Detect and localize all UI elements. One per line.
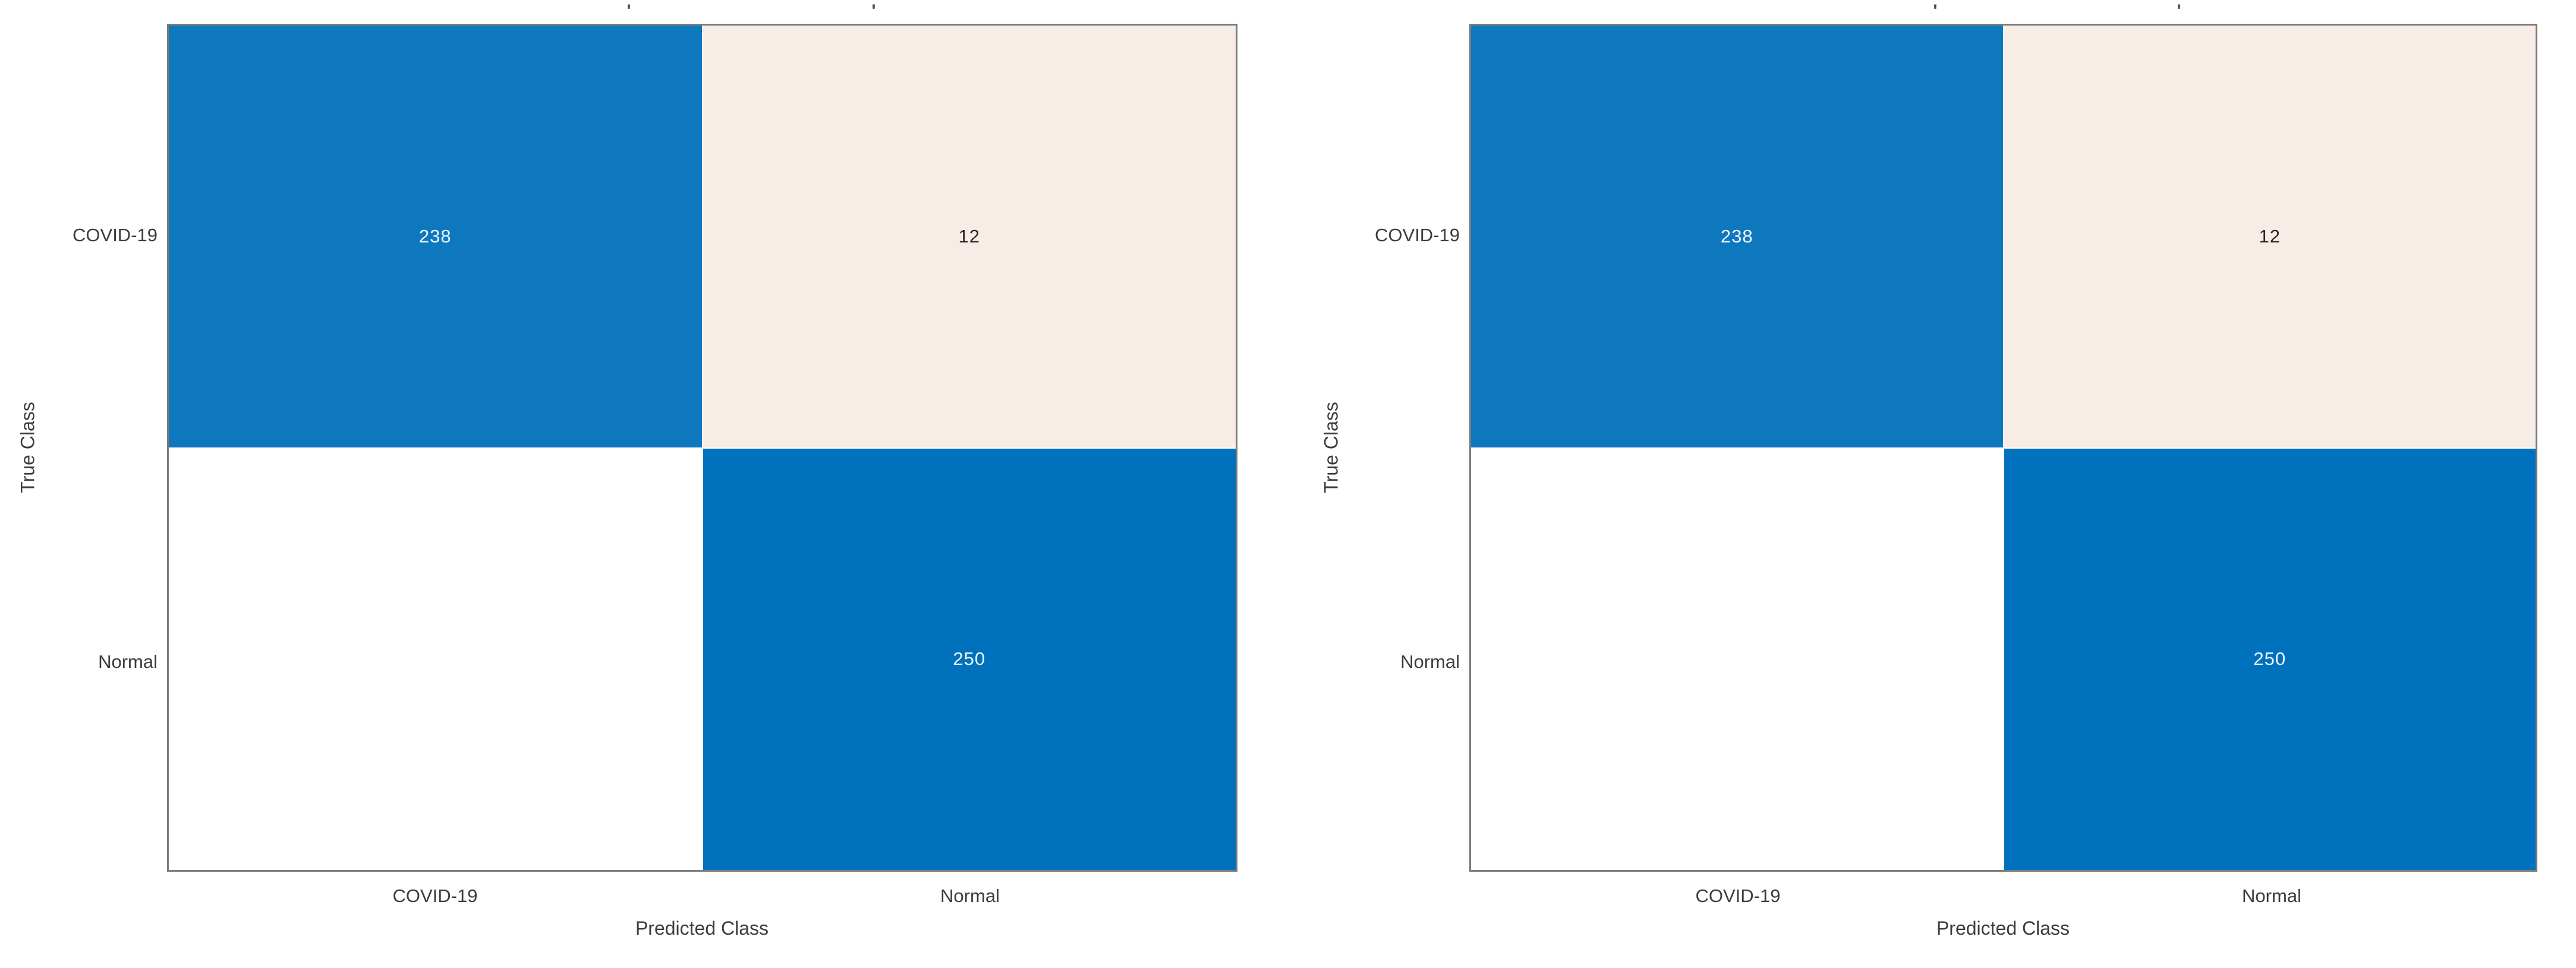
matrix-cell-true-normal-pred-covid [1471,448,2003,870]
x-tick-normal: Normal [2242,885,2301,906]
x-tick-normal: Normal [940,885,1000,906]
confusion-matrix-grid: 238 12 250 [1469,24,2537,872]
x-axis-label: Predicted Class [635,917,769,939]
confusion-matrix-grid: 238 12 250 [167,24,1237,872]
x-tick-covid19: COVID-19 [392,885,478,906]
y-tick-normal: Normal [98,651,158,672]
title-mark: ' [871,1,876,21]
matrix-cell-true-normal-pred-normal: 250 [2004,448,2536,870]
y-tick-covid19: COVID-19 [73,225,158,245]
y-tick-covid19: COVID-19 [1375,225,1460,245]
matrix-cell-true-normal-pred-normal: 250 [703,448,1236,870]
title-mark: ' [2177,1,2181,21]
x-axis-label: Predicted Class [1936,917,2070,939]
matrix-cell-true-normal-pred-covid [169,448,702,870]
y-axis-label: True Class [17,402,39,493]
y-tick-normal: Normal [1400,651,1460,672]
title-mark: ' [1933,1,1938,21]
y-axis-label: True Class [1320,402,1342,493]
matrix-cell-true-covid-pred-covid: 238 [1471,26,2003,447]
matrix-cell-true-covid-pred-normal: 12 [2004,26,2536,447]
title-mark: ' [626,1,631,21]
matrix-cell-true-covid-pred-covid: 238 [169,26,702,447]
matrix-cell-true-covid-pred-normal: 12 [703,26,1236,447]
x-tick-covid19: COVID-19 [1695,885,1781,906]
